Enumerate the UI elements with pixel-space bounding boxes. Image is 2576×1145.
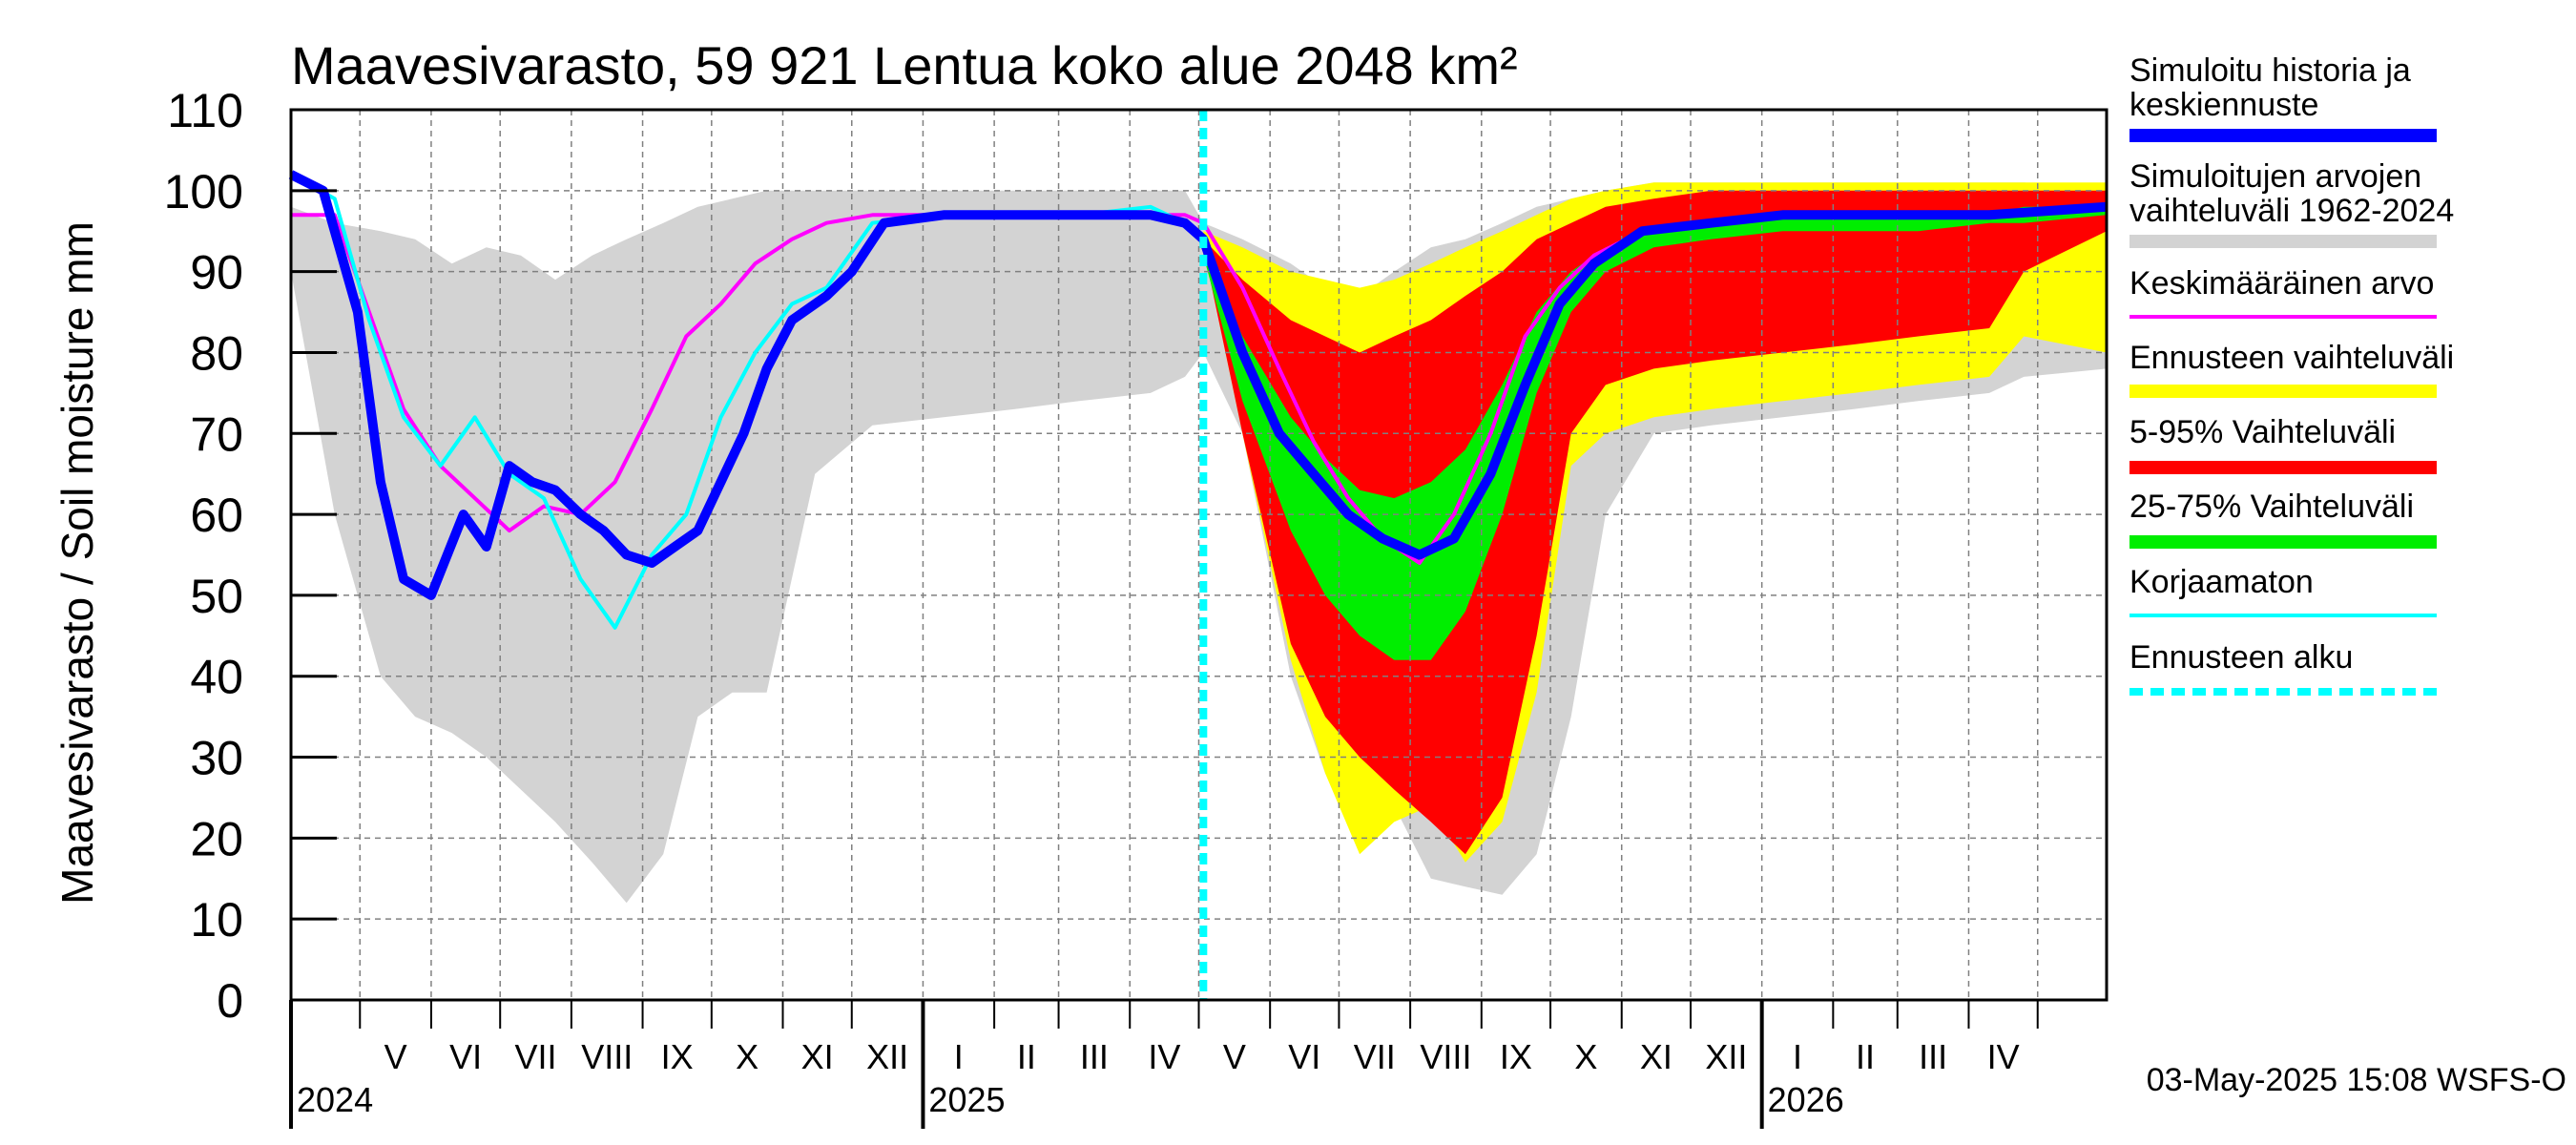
grid-layer xyxy=(291,110,2107,1000)
legend-label: Simuloitujen arvojen vaihteluväli 1962-20… xyxy=(2129,158,2454,229)
series-simuloitu-historia-ja-keskiennuste xyxy=(288,170,2108,600)
y-tick-label: 30 xyxy=(190,732,243,785)
y-axis: 0 10 20 30 40 50 60 70 80 90 100 110 xyxy=(164,84,337,1028)
x-tick-label-month: IV xyxy=(1148,1037,1180,1076)
x-tick-label-month: IX xyxy=(661,1037,694,1076)
legend-item-korjaamaton: Korjaamaton xyxy=(2129,564,2437,617)
legend-label: Simuloitu historia ja keskiennuste xyxy=(2129,52,2411,123)
x-tick-label-month: VI xyxy=(449,1037,482,1076)
legend-label: 25-75% Vaihteluväli xyxy=(2129,489,2414,525)
y-tick-label: 70 xyxy=(190,407,243,461)
y-tick-label: 80 xyxy=(190,326,243,380)
legend-item-keskim-r-inen-arvo: Keskimääräinen arvo xyxy=(2129,265,2437,319)
legend-item-ennusteen-alku: Ennusteen alku xyxy=(2129,639,2437,696)
legend-label: 5-95% Vaihteluväli xyxy=(2129,414,2396,450)
x-tick-label-year: 2025 xyxy=(928,1080,1005,1119)
x-tick-label-month: III xyxy=(1080,1037,1109,1076)
timestamp-footer: 03-May-2025 15:08 WSFS-O xyxy=(2147,1062,2566,1098)
y-tick-label: 90 xyxy=(190,246,243,300)
x-tick-label-month: XII xyxy=(866,1037,908,1076)
x-tick-label-month: VII xyxy=(515,1037,557,1076)
x-tick-label-month: II xyxy=(1856,1037,1875,1076)
y-tick-label: 10 xyxy=(190,893,243,947)
legend-label: Keskimääräinen arvo xyxy=(2129,265,2434,302)
y-tick-label: 100 xyxy=(164,165,243,219)
x-tick-label-month: I xyxy=(1793,1037,1802,1076)
x-tick-label-month: IV xyxy=(1987,1037,2020,1076)
series-layer xyxy=(288,170,2108,630)
x-tick-label-month: V xyxy=(384,1037,407,1076)
legend-label: Ennusteen alku xyxy=(2129,639,2353,676)
x-tick-label-month: V xyxy=(1223,1037,1246,1076)
legend-label-line: Simuloitu historia ja xyxy=(2129,52,2411,89)
x-tick-label-month: III xyxy=(1919,1037,1947,1076)
y-tick-label: 50 xyxy=(190,570,243,623)
legend-item-simuloitu-historia-ja-keskiennuste: Simuloitu historia ja keskiennuste xyxy=(2129,52,2437,142)
x-tick-label-month: XI xyxy=(1640,1037,1672,1076)
y-axis-label: Maavesivarasto / Soil moisture mm xyxy=(52,221,102,905)
y-tick-label: 20 xyxy=(190,812,243,865)
legend-label-line: keskiennuste xyxy=(2129,87,2318,123)
x-tick-label-month: XI xyxy=(801,1037,834,1076)
legend: Simuloitu historia ja keskiennusteSimuloi… xyxy=(2129,52,2454,696)
x-tick-label-month: IX xyxy=(1500,1037,1532,1076)
x-tick-label-month: VII xyxy=(1354,1037,1396,1076)
legend-label: Korjaamaton xyxy=(2129,564,2314,600)
plot-area xyxy=(288,108,2109,1002)
x-tick-label-month: X xyxy=(736,1037,758,1076)
legend-label: Ennusteen vaihteluväli xyxy=(2129,340,2454,376)
y-tick-label: 60 xyxy=(190,489,243,542)
y-tick-label: 0 xyxy=(217,974,243,1028)
legend-item-5-95-vaihteluv-li: 5-95% Vaihteluväli xyxy=(2129,414,2437,474)
x-tick-label-month: VIII xyxy=(1420,1037,1471,1076)
legend-item-ennusteen-vaihteluv-li: Ennusteen vaihteluväli xyxy=(2129,340,2454,398)
x-tick-label-month: X xyxy=(1574,1037,1597,1076)
legend-label-line: vaihteluväli 1962-2024 xyxy=(2129,193,2454,229)
y-tick-label: 40 xyxy=(190,651,243,704)
x-tick-label-month: I xyxy=(954,1037,964,1076)
x-tick-label-month: VI xyxy=(1288,1037,1320,1076)
x-tick-label-year: 2024 xyxy=(297,1080,373,1119)
x-axis: V VI VII VIII IX X XI XII I II III IV V VI VII VIII IX X X… xyxy=(289,998,2107,1129)
x-tick-label-month: II xyxy=(1017,1037,1036,1076)
x-tick-label-year: 2026 xyxy=(1768,1080,1844,1119)
chart-title: Maavesivarasto, 59 921 Lentua koko alue … xyxy=(291,35,1518,95)
x-tick-label-month: XII xyxy=(1705,1037,1747,1076)
legend-item-simuloitujen-arvojen-vaihteluv-li-1962-2024: Simuloitujen arvojen vaihteluväli 1962-20… xyxy=(2129,158,2454,248)
x-tick-label-month: VIII xyxy=(581,1037,633,1076)
y-tick-label: 110 xyxy=(167,84,243,137)
legend-label-line: Simuloitujen arvojen xyxy=(2129,158,2421,195)
band-5-95-vaihteluv-li xyxy=(1203,190,2107,855)
legend-item-25-75-vaihteluv-li: 25-75% Vaihteluväli xyxy=(2129,489,2437,549)
